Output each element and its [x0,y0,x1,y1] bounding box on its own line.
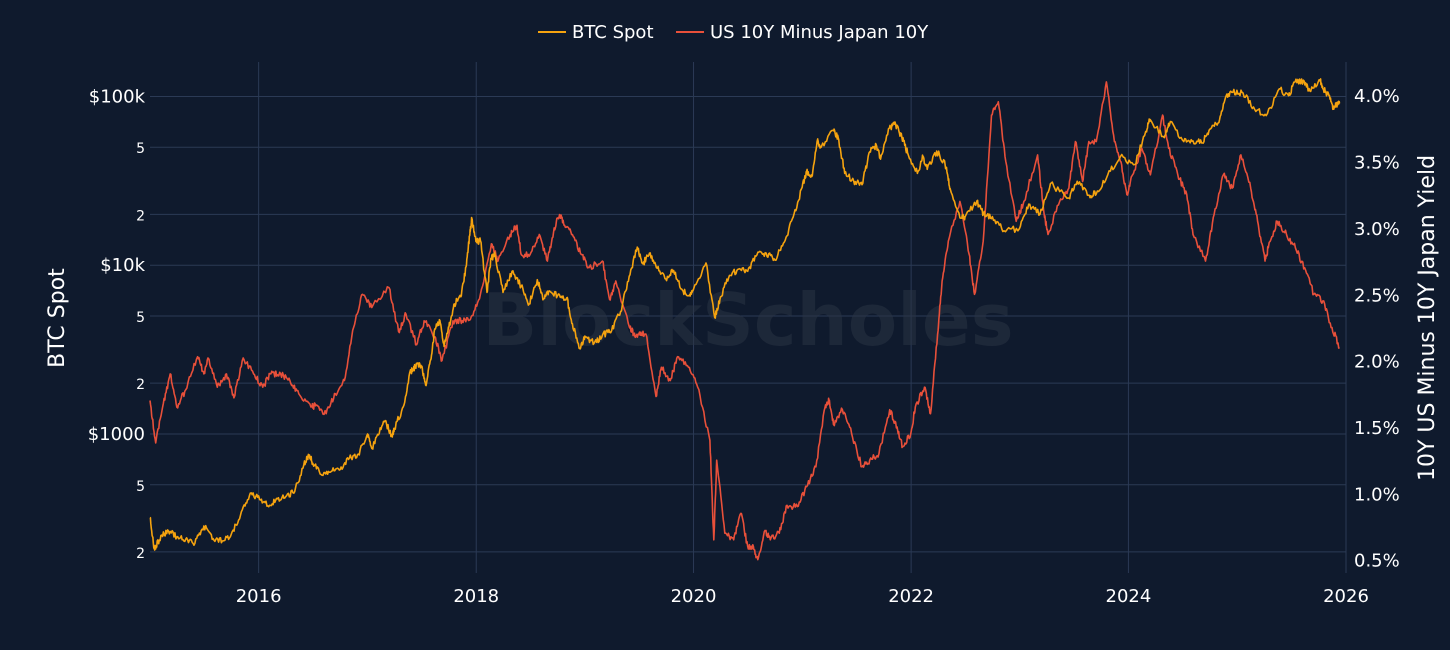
legend-label-btc-spot: BTC Spot [572,22,654,43]
left-tick-label: 5 [136,141,145,157]
x-tick-label: 2018 [453,586,499,607]
left-tick-label: 2 [136,208,145,224]
x-tick-label: 2022 [888,586,934,607]
x-tick-label: 2016 [236,586,282,607]
left-tick-label: $10k [100,255,145,276]
legend-item-yield-spread[interactable]: US 10Y Minus Japan 10Y [676,22,929,43]
right-tick-label: 0.5% [1354,551,1400,572]
x-tick-label: 2020 [671,586,717,607]
legend-label-yield-spread: US 10Y Minus Japan 10Y [710,22,929,43]
x-tick-label: 2026 [1323,586,1369,607]
right-tick-label: 1.5% [1354,418,1400,439]
series-line-btc-spot [149,78,1341,551]
right-tick-label: 2.0% [1354,352,1400,373]
watermark-text: BlockScholes [482,278,1013,362]
left-axis-title: BTC Spot [45,268,70,368]
left-tick-label: 5 [136,479,145,495]
right-tick-label: 1.0% [1354,484,1400,505]
left-tick-label: $100k [89,86,146,107]
left-axis-ticks: 2 5 $1000 2 5 $10k 2 5 $100k [88,86,146,561]
right-axis-ticks: 0.5% 1.0% 1.5% 2.0% 2.5% 3.0% 3.5% 4.0% [1354,86,1400,572]
legend-item-btc-spot[interactable]: BTC Spot [538,22,654,43]
right-tick-label: 3.5% [1354,153,1400,174]
x-axis-ticks: 2016 2018 2020 2022 2024 2026 [236,586,1369,607]
right-tick-label: 4.0% [1354,86,1400,107]
left-tick-label: 5 [136,310,145,326]
chart-grid [150,62,1347,573]
series-line-yield-spread [149,81,1341,561]
legend: BTC Spot US 10Y Minus Japan 10Y [538,22,929,43]
right-tick-label: 3.0% [1354,219,1400,240]
left-tick-label: 2 [136,546,145,562]
x-tick-label: 2024 [1106,586,1152,607]
series-layer [149,78,1341,561]
left-tick-label: $1000 [88,424,145,445]
right-tick-label: 2.5% [1354,285,1400,306]
right-axis-title: 10Y US Minus 10Y Japan Yield [1415,155,1440,481]
left-tick-label: 2 [136,377,145,393]
